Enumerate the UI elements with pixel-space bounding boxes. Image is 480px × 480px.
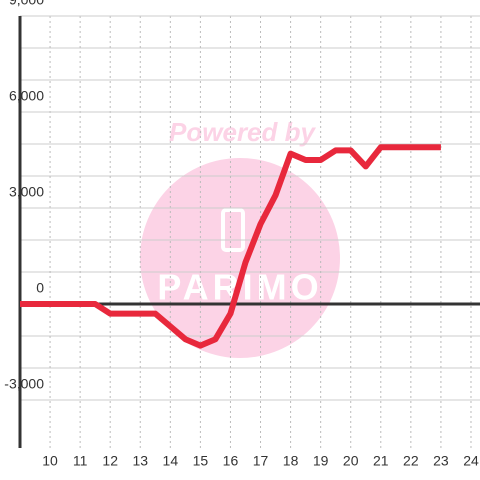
y-tick-label: 6,000 — [9, 88, 44, 104]
y-tick-label: 3,000 — [9, 184, 44, 200]
x-tick-label: 14 — [163, 453, 179, 469]
x-tick-label: 18 — [283, 453, 299, 469]
x-tick-label: 12 — [102, 453, 118, 469]
x-tick-label: 11 — [73, 453, 88, 469]
x-tick-label: 23 — [433, 453, 449, 469]
watermark-text: Powered by — [169, 117, 316, 147]
x-tick-label: 21 — [373, 453, 389, 469]
watermark-icon — [221, 208, 245, 252]
data-line — [20, 144, 441, 349]
x-tick-label: 10 — [42, 453, 58, 469]
x-tick-label: 20 — [343, 453, 359, 469]
y-tick-label: 9,000 — [9, 0, 44, 8]
y-tick-label: -3,000 — [4, 376, 44, 392]
x-tick-label: 16 — [223, 453, 239, 469]
x-tick-label: 17 — [253, 453, 269, 469]
x-tick-label: 22 — [403, 453, 419, 469]
x-tick-label: 24 — [463, 453, 479, 469]
x-tick-label: 19 — [313, 453, 329, 469]
x-tick-label: 13 — [132, 453, 148, 469]
y-tick-label: 0 — [36, 280, 44, 296]
x-tick-label: 15 — [193, 453, 209, 469]
